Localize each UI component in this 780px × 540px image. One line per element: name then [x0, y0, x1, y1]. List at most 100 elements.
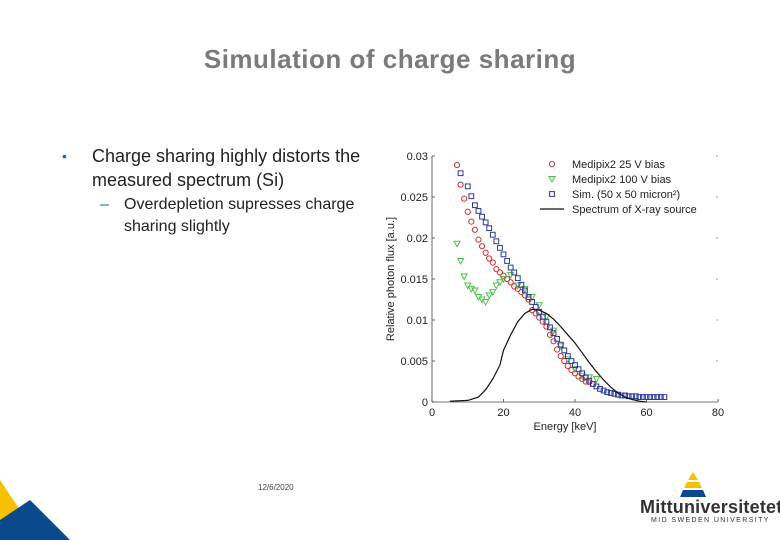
- data-point-series-1: [486, 255, 493, 262]
- data-point-series-3: [636, 394, 643, 400]
- y-tick-label: 0: [422, 397, 428, 409]
- data-point-series-3: [629, 393, 636, 400]
- data-point-series-3: [657, 394, 664, 400]
- legend-label: Spectrum of X-ray source: [572, 204, 697, 216]
- legend-label: Sim. (50 x 50 micron²): [572, 189, 680, 201]
- series-line-xray-source: [449, 308, 647, 403]
- data-point-series-1: [514, 285, 521, 292]
- y-tick-label: 0.03: [407, 151, 428, 163]
- data-point-series-3: [604, 389, 611, 396]
- data-point-series-1: [539, 318, 546, 325]
- data-point-series-2: [499, 276, 508, 284]
- x-tick-label: 80: [712, 407, 724, 419]
- data-point-series-3: [607, 390, 614, 396]
- data-point-series-3: [539, 313, 546, 320]
- data-point-series-3: [525, 294, 532, 300]
- data-point-series-2: [463, 282, 472, 290]
- data-point-series-1: [489, 259, 496, 266]
- data-point-series-1: [461, 195, 468, 202]
- data-point-series-1: [478, 243, 486, 250]
- data-point-series-3: [547, 324, 553, 331]
- data-point-series-2: [471, 287, 479, 295]
- data-point-series-1: [557, 352, 564, 360]
- data-point-series-3: [582, 374, 589, 381]
- data-point-series-1: [493, 266, 500, 273]
- x-tick-label: 60: [640, 407, 652, 419]
- data-point-series-3: [497, 244, 503, 251]
- data-point-series-1: [464, 208, 471, 215]
- data-point-series-3: [475, 208, 482, 214]
- sub-bullet-marker: –: [100, 196, 109, 213]
- data-point-series-1: [518, 289, 525, 296]
- university-logo-icon: [680, 472, 706, 497]
- data-point-series-3: [661, 394, 668, 400]
- data-point-series-2: [496, 279, 504, 287]
- data-point-series-2: [460, 273, 469, 281]
- data-point-series-1: [471, 226, 479, 233]
- data-point-series-3: [597, 385, 603, 392]
- legend-label: Medipix2 25 V bias: [572, 159, 665, 171]
- data-point-series-3: [518, 281, 525, 288]
- data-point-series-3: [564, 353, 571, 359]
- data-point-series-2: [592, 376, 601, 384]
- data-point-series-3: [643, 394, 650, 400]
- data-point-series-1: [453, 161, 461, 169]
- y-tick-label: 0.005: [400, 356, 428, 368]
- data-point-series-2: [492, 282, 501, 290]
- bullet-text: Charge sharing highly distorts the measu…: [92, 146, 361, 190]
- data-point-series-2: [556, 343, 565, 351]
- data-point-series-2: [456, 257, 465, 266]
- data-point-series-3: [618, 392, 625, 399]
- data-point-series-1: [482, 249, 489, 256]
- footer-date: 12/6/2020: [258, 483, 294, 492]
- data-point-series-3: [554, 335, 561, 342]
- data-point-series-3: [550, 330, 557, 337]
- x-tick-label: 0: [429, 407, 435, 419]
- spectrum-chart: 0 20 40 60 80 0 0.005 0.01 0.015 0.02 0.025 0.03 Ene…: [385, 151, 724, 433]
- data-point-series-3: [468, 193, 475, 200]
- data-point-series-3: [522, 287, 528, 294]
- data-point-series-1: [536, 314, 543, 321]
- x-tick-label: 20: [497, 407, 509, 419]
- y-tick-label: 0.02: [407, 233, 428, 245]
- data-point-series-3: [500, 251, 507, 258]
- data-point-series-3: [543, 318, 550, 325]
- slide-title: Simulation of charge sharing: [203, 44, 577, 74]
- data-point-series-3: [514, 275, 521, 282]
- data-point-series-1: [532, 310, 539, 317]
- bullet-item-2: – Overdepletion supresses charge sharing…: [100, 194, 370, 238]
- data-point-series-3: [561, 347, 568, 354]
- data-point-series-3: [579, 370, 586, 377]
- data-point-series-3: [647, 394, 653, 400]
- y-tick-label: 0.025: [400, 192, 428, 204]
- data-point-series-1: [582, 378, 589, 385]
- data-point-series-3: [464, 183, 471, 190]
- data-point-series-2: [521, 285, 529, 293]
- data-point-series-3: [600, 387, 607, 394]
- data-point-series-1: [571, 370, 579, 377]
- sub-bullet-text: Overdepletion supresses charge sharing s…: [124, 196, 355, 235]
- data-point-series-2: [488, 289, 497, 297]
- data-point-series-2: [535, 302, 544, 310]
- data-point-series-3: [572, 362, 578, 368]
- data-point-series-3: [632, 393, 639, 400]
- data-point-series-3: [504, 258, 510, 264]
- data-point-series-1: [496, 269, 504, 276]
- data-point-series-3: [511, 269, 518, 276]
- corner-decoration: [0, 480, 70, 540]
- data-point-series-2: [453, 240, 461, 248]
- data-point-series-1: [546, 331, 554, 338]
- data-point-series-3: [507, 264, 514, 271]
- data-point-series-3: [472, 202, 478, 209]
- data-point-series-2: [485, 292, 494, 300]
- bullet-item-1: • Charge sharing highly distorts the mea…: [62, 144, 372, 192]
- y-tick-label: 0.015: [400, 274, 428, 286]
- y-tick-label: 0.01: [407, 315, 428, 327]
- data-point-series-3: [482, 219, 489, 226]
- data-point-series-3: [486, 225, 493, 232]
- legend-marker: [548, 176, 556, 184]
- data-point-series-3: [640, 394, 646, 400]
- data-point-series-1: [554, 346, 561, 353]
- data-point-series-1: [468, 218, 475, 225]
- logo-name: Mittuniversitetet: [640, 497, 780, 517]
